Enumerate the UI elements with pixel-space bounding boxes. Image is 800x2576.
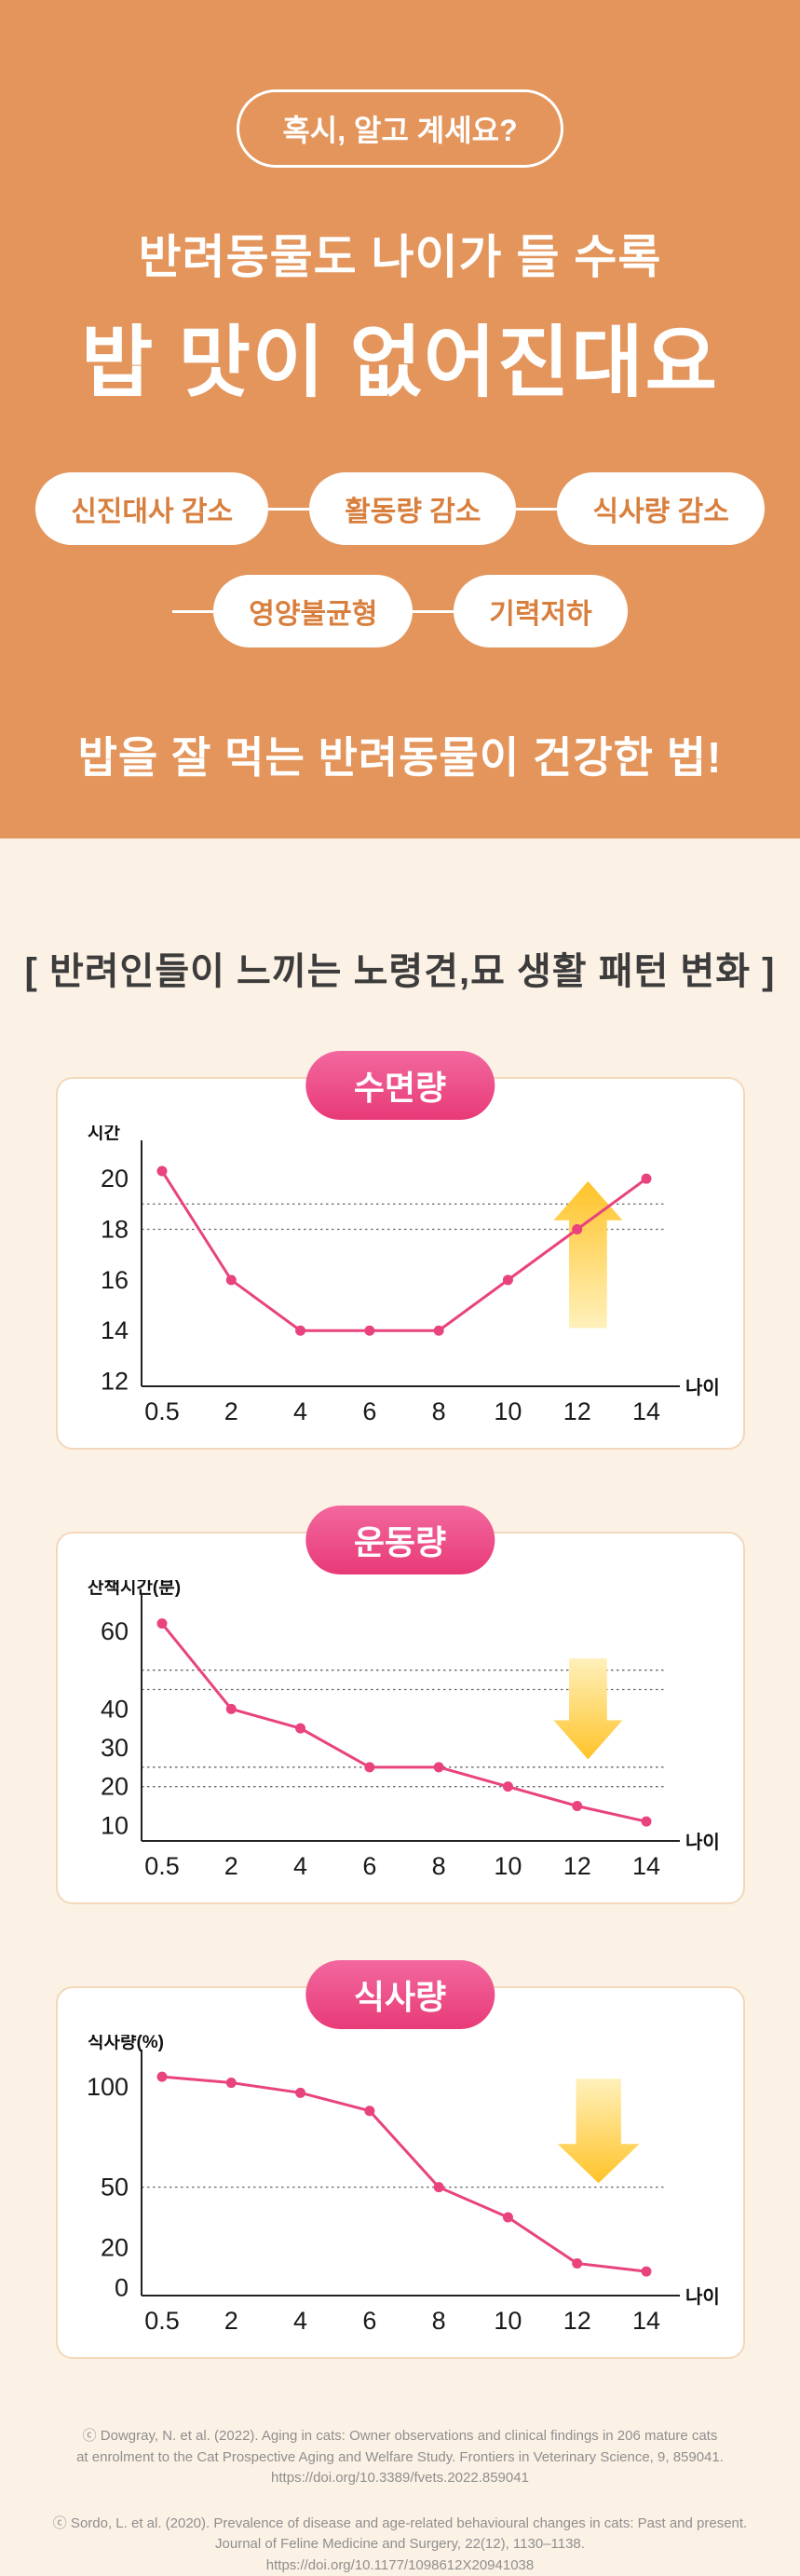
svg-text:8: 8	[431, 2307, 445, 2335]
svg-text:식사량(%): 식사량(%)	[88, 2035, 164, 2052]
citation-line: at enrolment to the Cat Prospective Agin…	[76, 2449, 724, 2465]
hero-badge-label: 혹시, 알고 계세요?	[282, 114, 517, 147]
svg-text:4: 4	[293, 1852, 307, 1880]
citation-sordo: ⓒ Sordo, L. et al. (2020). Prevalence of…	[0, 2514, 800, 2576]
exercise-chart-pill: 운동량	[305, 1506, 495, 1574]
svg-text:0.5: 0.5	[144, 1397, 180, 1425]
svg-text:0.5: 0.5	[144, 2307, 180, 2335]
svg-text:6: 6	[362, 1397, 376, 1425]
pill-low-energy: 기력저하	[454, 575, 627, 647]
citation-line: Journal of Feline Medicine and Surgery, …	[215, 2536, 585, 2552]
cause-pills-row-1: 신진대사 감소 활동량 감소 식사량 감소	[35, 472, 765, 545]
sleep-chart-pill: 수면량	[305, 1051, 495, 1120]
pill-activity-decrease: 활동량 감소	[309, 472, 516, 545]
hero-subtitle: 반려동물도 나이가 들 수록	[0, 220, 800, 287]
svg-text:2: 2	[224, 1852, 237, 1880]
pill-metabolism-decrease: 신진대사 감소	[35, 472, 268, 545]
pill-connector	[413, 610, 454, 613]
svg-text:6: 6	[362, 1852, 376, 1880]
pill-food-intake-decrease: 식사량 감소	[557, 472, 764, 545]
svg-text:12: 12	[100, 1368, 128, 1396]
svg-text:40: 40	[100, 1695, 128, 1723]
food-line-chart: 100 50 20 0 0.5 2 4 6 8 10 12 14 식사량(%) 나이	[67, 2035, 734, 2342]
svg-text:나이: 나이	[685, 2286, 720, 2308]
cause-pills: 신진대사 감소 활동량 감소 식사량 감소 영양불균형 기력저하	[0, 472, 800, 647]
cause-pills-row-2: 영양불균형 기력저하	[172, 575, 627, 647]
svg-text:20: 20	[100, 1165, 128, 1193]
svg-text:4: 4	[293, 1397, 307, 1425]
svg-text:4: 4	[293, 2307, 307, 2335]
svg-text:2: 2	[224, 1397, 237, 1425]
svg-text:나이: 나이	[685, 1377, 720, 1398]
svg-text:10: 10	[100, 1811, 128, 1839]
svg-text:14: 14	[100, 1316, 128, 1344]
svg-text:50: 50	[100, 2174, 128, 2201]
svg-text:60: 60	[100, 1617, 128, 1645]
pill-connector	[268, 508, 309, 511]
exercise-line-chart: 60 40 30 20 10 0.5 2 4 6 8 10 12 14 산책시간(분) 나이	[67, 1580, 734, 1888]
svg-text:시간: 시간	[88, 1125, 120, 1143]
svg-text:30: 30	[100, 1734, 128, 1762]
svg-text:8: 8	[431, 1852, 445, 1880]
pill-connector	[516, 508, 557, 511]
svg-text:6: 6	[362, 2307, 376, 2335]
hero-badge: 혹시, 알고 계세요?	[237, 89, 563, 168]
charts-section-title: [ 반려인들이 느끼는 노령견,묘 생활 패턴 변화 ]	[0, 838, 800, 995]
svg-text:16: 16	[100, 1266, 128, 1294]
citation-line: ⓒ Dowgray, N. et al. (2022). Aging in ca…	[83, 2428, 718, 2444]
svg-text:12: 12	[563, 1852, 590, 1880]
svg-text:12: 12	[563, 2307, 590, 2335]
svg-text:18: 18	[100, 1216, 128, 1244]
svg-text:0: 0	[114, 2273, 128, 2301]
citation-line: ⓒ Sordo, L. et al. (2020). Prevalence of…	[53, 2515, 747, 2531]
citation-dowgray: ⓒ Dowgray, N. et al. (2022). Aging in ca…	[0, 2426, 800, 2489]
svg-text:10: 10	[494, 1852, 522, 1880]
svg-text:8: 8	[431, 1397, 445, 1425]
hero-title: 밥 맛이 없어진대요	[0, 300, 800, 413]
citations: ⓒ Dowgray, N. et al. (2022). Aging in ca…	[0, 2426, 800, 2576]
svg-text:20: 20	[100, 2233, 128, 2261]
svg-text:0.5: 0.5	[144, 1852, 180, 1880]
svg-text:나이: 나이	[685, 1832, 720, 1853]
hero-tagline: 밥을 잘 먹는 반려동물이 건강한 법!	[0, 724, 800, 785]
svg-text:12: 12	[563, 1397, 590, 1425]
hero-section: 혹시, 알고 계세요? 반려동물도 나이가 들 수록 밥 맛이 없어진대요 신진…	[0, 0, 800, 838]
svg-text:14: 14	[631, 1852, 659, 1880]
svg-text:10: 10	[494, 2307, 522, 2335]
svg-text:100: 100	[86, 2073, 128, 2101]
svg-text:10: 10	[494, 1397, 522, 1425]
pill-nutrition-imbalance: 영양불균형	[213, 575, 413, 647]
svg-text:14: 14	[631, 1397, 659, 1425]
svg-text:14: 14	[631, 2307, 659, 2335]
food-chart-pill: 식사량	[305, 1960, 495, 2029]
svg-text:산책시간(분): 산책시간(분)	[88, 1580, 181, 1598]
pill-connector	[172, 610, 213, 613]
svg-text:2: 2	[224, 2307, 237, 2335]
citation-doi: https://doi.org/10.1177/1098612X20941038	[266, 2557, 534, 2573]
svg-text:20: 20	[100, 1773, 128, 1801]
citation-doi: https://doi.org/10.3389/fvets.2022.85904…	[271, 2470, 529, 2486]
